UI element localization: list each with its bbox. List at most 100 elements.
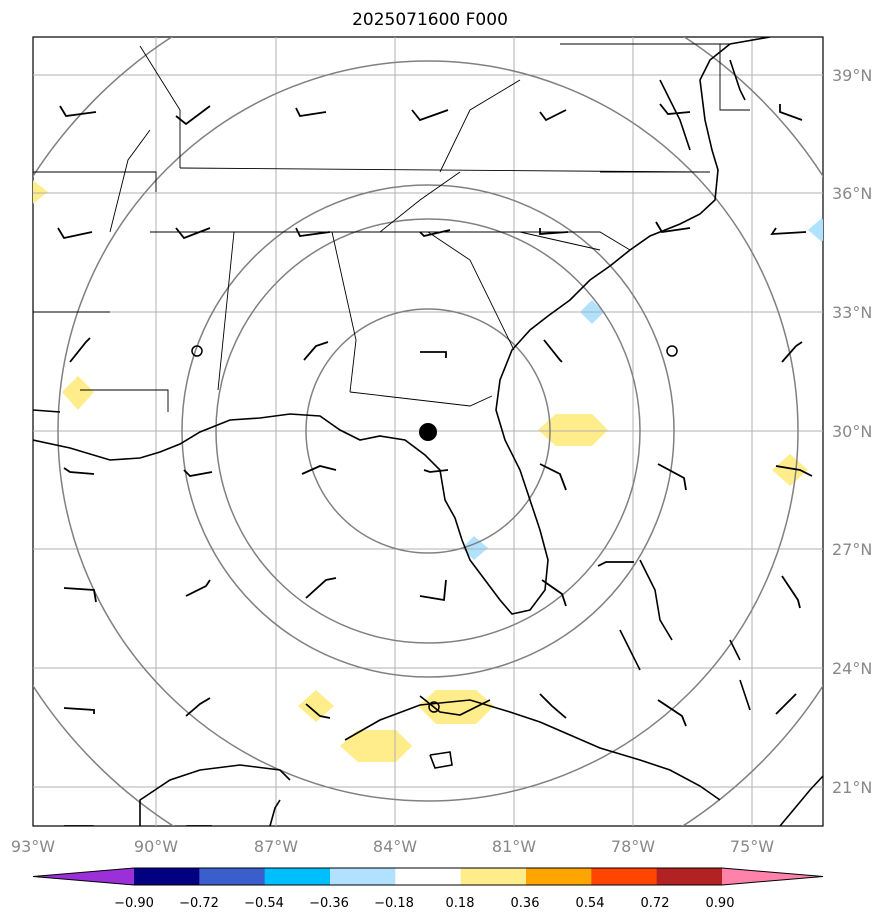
- wind-barb: [781, 341, 803, 363]
- range-ring: [215, 218, 641, 644]
- wind-barb: [305, 577, 337, 599]
- wind-barb: [175, 227, 211, 240]
- wind-barb: [57, 227, 93, 240]
- wind-barb: [775, 465, 813, 477]
- colorbar-segment: [395, 868, 462, 885]
- contour-fill-lightblue: [462, 536, 488, 560]
- colorbar-tick-labels: −0.90 −0.72 −0.54 −0.36 −0.18 0.18 0.36 …: [114, 896, 734, 911]
- colorbar-outline: [32, 867, 824, 886]
- colorbar-tick-label: −0.18: [374, 896, 414, 911]
- lon-label: 81°W: [492, 837, 536, 856]
- lat-label: 24°N: [832, 659, 872, 678]
- lon-label: 87°W: [254, 837, 298, 856]
- colorbar-tick-label: −0.90: [114, 896, 154, 911]
- range-ring: [181, 184, 675, 678]
- graticule: [33, 37, 823, 826]
- lat-label: 30°N: [832, 422, 872, 441]
- contour-fill-yellow: [772, 454, 808, 486]
- contour-fill-yellow: [538, 414, 608, 446]
- wind-barb: [543, 339, 563, 363]
- wind-barb: [411, 109, 449, 122]
- wind-barb: [295, 227, 331, 237]
- wind-barb: [63, 587, 97, 603]
- storm-center-marker: [419, 423, 437, 441]
- contour-fill-yellow: [33, 180, 48, 204]
- lon-label: 78°W: [611, 837, 655, 856]
- wind-barb: [301, 465, 337, 475]
- wind-barb: [69, 337, 91, 363]
- map-title: 2025071600 F000: [352, 10, 508, 30]
- colorbar-tick-label: 0.90: [706, 896, 735, 911]
- colorbar: [32, 867, 824, 886]
- wind-barb: [59, 105, 97, 117]
- calm-wind-circle: [666, 345, 678, 357]
- contour-fill-yellow: [62, 376, 94, 410]
- wind-barb: [63, 707, 95, 714]
- lon-label: 84°W: [373, 837, 417, 856]
- colorbar-segment: [330, 868, 396, 885]
- wind-barb: [781, 575, 801, 609]
- calm-wind-circle: [428, 701, 440, 713]
- colorbar-extend-low: [33, 868, 134, 885]
- contour-fill-yellow: [340, 730, 412, 762]
- range-ring: [57, 60, 799, 802]
- wind-barb: [539, 109, 567, 122]
- wind-barb: [597, 561, 634, 567]
- coastlines: [33, 37, 823, 826]
- contour-fill-lightblue: [808, 218, 823, 242]
- lat-label: 36°N: [832, 184, 872, 203]
- wind-barb: [295, 107, 327, 117]
- wind-barb: [303, 341, 329, 361]
- wind-barb: [539, 463, 567, 491]
- colorbar-segment: [199, 868, 266, 885]
- lat-label: 27°N: [832, 540, 872, 559]
- longitude-labels: 93°W 90°W 87°W 84°W 81°W 78°W 75°W: [11, 837, 774, 856]
- colorbar-tick-label: 0.54: [576, 896, 605, 911]
- lat-label: 39°N: [832, 66, 872, 85]
- wind-barb: [775, 693, 797, 715]
- range-ring: [305, 308, 551, 554]
- lon-label: 75°W: [730, 837, 774, 856]
- wind-barb: [539, 693, 567, 719]
- colorbar-segment: [264, 868, 331, 885]
- wind-barb: [657, 699, 687, 727]
- wind-barb: [770, 227, 807, 236]
- colorbar-tick-label: −0.72: [179, 896, 219, 911]
- wind-barb: [185, 579, 211, 597]
- latitude-labels: 39°N 36°N 33°N 30°N 27°N 24°N 21°N: [832, 66, 872, 797]
- wind-barb: [420, 351, 447, 358]
- wind-barbs: [57, 103, 813, 826]
- colorbar-tick-label: −0.36: [309, 896, 349, 911]
- wind-barb: [655, 221, 691, 233]
- range-rings: [33, 37, 823, 826]
- contour-fill-yellow: [298, 690, 334, 722]
- wind-barb: [175, 105, 211, 126]
- colorbar-tick-label: 0.72: [641, 896, 670, 911]
- colorbar-segment: [134, 868, 200, 885]
- colorbar-tick-label: −0.54: [244, 896, 284, 911]
- lon-label: 93°W: [11, 837, 55, 856]
- wind-barb: [423, 469, 449, 473]
- lat-label: 21°N: [832, 778, 872, 797]
- lat-label: 33°N: [832, 303, 872, 322]
- wind-barb: [657, 463, 687, 491]
- wind-barb: [659, 103, 691, 115]
- wind-barb: [539, 228, 569, 235]
- calm-wind-circle: [191, 345, 203, 357]
- colorbar-tick-label: 0.36: [511, 896, 540, 911]
- colorbar-segment: [526, 868, 592, 885]
- wind-barb: [183, 469, 213, 477]
- colorbar-extend-high: [722, 868, 823, 885]
- colorbar-segment: [591, 868, 658, 885]
- colorbar-segment: [460, 868, 527, 885]
- wind-barb: [185, 697, 211, 717]
- lon-label: 90°W: [134, 837, 178, 856]
- wind-barb: [63, 467, 95, 475]
- wind-barb: [541, 579, 567, 607]
- colorbar-segment: [656, 868, 723, 885]
- wind-barb: [419, 579, 447, 602]
- wind-barb: [305, 703, 331, 719]
- colorbar-tick-label: 0.18: [446, 896, 475, 911]
- state-borders: [33, 43, 750, 412]
